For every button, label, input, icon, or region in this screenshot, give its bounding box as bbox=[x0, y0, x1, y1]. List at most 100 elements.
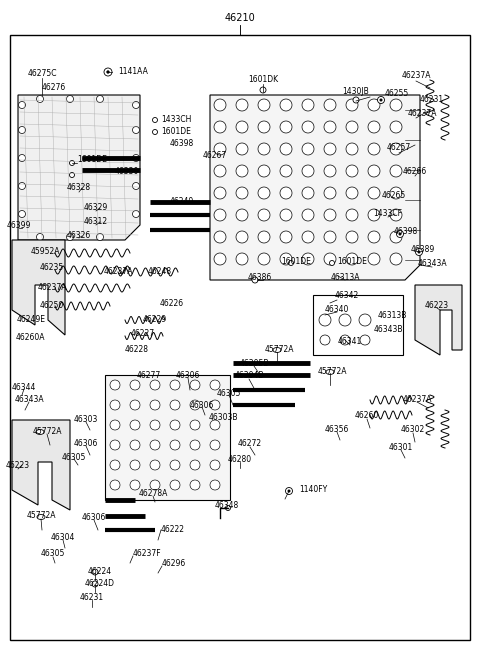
Polygon shape bbox=[12, 420, 70, 510]
Text: 46344: 46344 bbox=[12, 383, 36, 392]
Circle shape bbox=[302, 99, 314, 111]
Circle shape bbox=[346, 165, 358, 177]
Text: 46276: 46276 bbox=[42, 83, 66, 92]
Circle shape bbox=[236, 143, 248, 155]
Circle shape bbox=[390, 121, 402, 133]
Circle shape bbox=[170, 400, 180, 410]
Circle shape bbox=[210, 460, 220, 470]
Circle shape bbox=[368, 253, 380, 265]
Text: 1601DE: 1601DE bbox=[337, 257, 367, 267]
Circle shape bbox=[130, 440, 140, 450]
Text: 46222: 46222 bbox=[161, 525, 185, 534]
Circle shape bbox=[368, 231, 380, 243]
Circle shape bbox=[150, 380, 160, 390]
Ellipse shape bbox=[326, 369, 334, 375]
Text: 46306: 46306 bbox=[82, 514, 106, 523]
Text: 46249E: 46249E bbox=[16, 316, 46, 324]
Text: 46231: 46231 bbox=[420, 96, 444, 105]
Circle shape bbox=[190, 460, 200, 470]
Circle shape bbox=[252, 277, 258, 283]
Text: 46235: 46235 bbox=[40, 263, 64, 272]
Circle shape bbox=[19, 183, 25, 189]
Circle shape bbox=[368, 187, 380, 199]
Text: 46398: 46398 bbox=[394, 227, 418, 236]
Circle shape bbox=[130, 480, 140, 490]
Text: 46340: 46340 bbox=[325, 305, 349, 314]
Text: 46304: 46304 bbox=[51, 534, 75, 542]
Text: 46227: 46227 bbox=[131, 329, 155, 339]
Text: 46229: 46229 bbox=[143, 316, 167, 324]
Circle shape bbox=[92, 581, 98, 587]
Polygon shape bbox=[105, 375, 230, 500]
Circle shape bbox=[170, 440, 180, 450]
Text: 46306: 46306 bbox=[74, 438, 98, 447]
Circle shape bbox=[210, 380, 220, 390]
Circle shape bbox=[396, 231, 404, 238]
Text: 46278A: 46278A bbox=[138, 489, 168, 498]
Circle shape bbox=[210, 400, 220, 410]
Circle shape bbox=[130, 460, 140, 470]
Circle shape bbox=[368, 99, 380, 111]
Circle shape bbox=[399, 233, 401, 235]
Text: 46231: 46231 bbox=[80, 593, 104, 603]
Circle shape bbox=[302, 231, 314, 243]
Circle shape bbox=[346, 187, 358, 199]
Text: 45772A: 45772A bbox=[32, 426, 62, 436]
Circle shape bbox=[390, 143, 402, 155]
Circle shape bbox=[214, 99, 226, 111]
Circle shape bbox=[150, 400, 160, 410]
Ellipse shape bbox=[273, 348, 281, 352]
Circle shape bbox=[190, 420, 200, 430]
Circle shape bbox=[346, 231, 358, 243]
Circle shape bbox=[19, 210, 25, 217]
Circle shape bbox=[96, 233, 104, 240]
Circle shape bbox=[324, 253, 336, 265]
Circle shape bbox=[150, 460, 160, 470]
Circle shape bbox=[324, 231, 336, 243]
Circle shape bbox=[339, 314, 351, 326]
Circle shape bbox=[236, 121, 248, 133]
Text: 46302: 46302 bbox=[401, 426, 425, 434]
Circle shape bbox=[36, 96, 44, 102]
Circle shape bbox=[70, 160, 74, 166]
Circle shape bbox=[258, 165, 270, 177]
Text: 46343A: 46343A bbox=[417, 259, 447, 269]
Text: 46275C: 46275C bbox=[27, 69, 57, 77]
Text: 46305: 46305 bbox=[62, 453, 86, 462]
Circle shape bbox=[70, 172, 74, 178]
Text: 45772A: 45772A bbox=[317, 367, 347, 375]
Circle shape bbox=[324, 165, 336, 177]
Text: 46313A: 46313A bbox=[330, 274, 360, 282]
Circle shape bbox=[377, 96, 384, 103]
Circle shape bbox=[258, 187, 270, 199]
Circle shape bbox=[96, 96, 104, 102]
Circle shape bbox=[150, 420, 160, 430]
Text: 46255: 46255 bbox=[385, 90, 409, 98]
Text: 1601DK: 1601DK bbox=[248, 75, 278, 83]
Circle shape bbox=[280, 165, 292, 177]
Circle shape bbox=[130, 380, 140, 390]
Circle shape bbox=[214, 121, 226, 133]
Text: 46265: 46265 bbox=[382, 191, 406, 200]
Circle shape bbox=[346, 143, 358, 155]
Circle shape bbox=[236, 165, 248, 177]
Circle shape bbox=[67, 96, 73, 102]
Text: 46398: 46398 bbox=[170, 138, 194, 147]
Text: 46224: 46224 bbox=[88, 567, 112, 576]
Circle shape bbox=[110, 460, 120, 470]
Circle shape bbox=[288, 490, 290, 492]
Circle shape bbox=[302, 209, 314, 221]
Text: 46250: 46250 bbox=[40, 301, 64, 310]
Circle shape bbox=[390, 187, 402, 199]
Text: 1141AA: 1141AA bbox=[118, 67, 148, 75]
Circle shape bbox=[36, 233, 44, 240]
Text: 1140FY: 1140FY bbox=[299, 485, 327, 493]
Text: 46306: 46306 bbox=[176, 371, 200, 381]
Circle shape bbox=[416, 248, 422, 255]
Text: 46260A: 46260A bbox=[15, 333, 45, 341]
Text: 1601DE: 1601DE bbox=[281, 257, 311, 267]
Circle shape bbox=[324, 99, 336, 111]
Text: 46237A: 46237A bbox=[407, 109, 437, 117]
Text: 46399: 46399 bbox=[7, 221, 31, 231]
Circle shape bbox=[214, 209, 226, 221]
